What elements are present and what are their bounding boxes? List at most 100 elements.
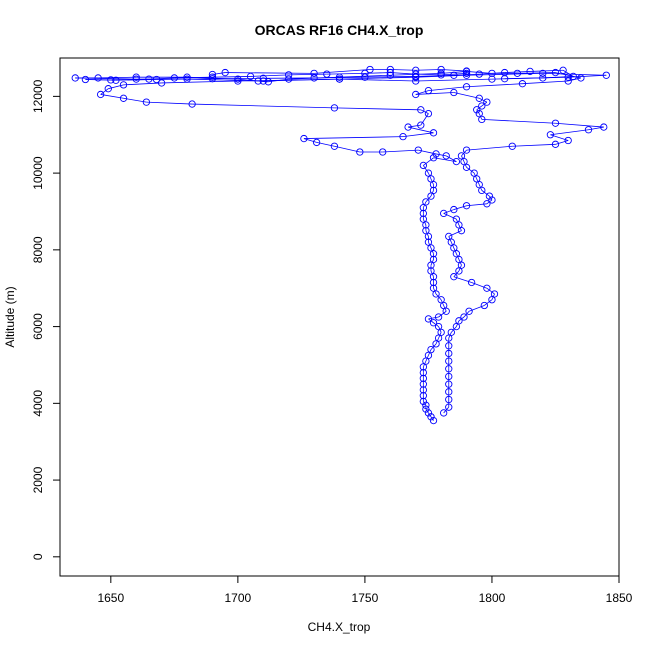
series-segment xyxy=(364,72,391,74)
data-point xyxy=(429,278,438,287)
data-point xyxy=(119,81,128,89)
data-point xyxy=(104,85,112,93)
data-point xyxy=(412,72,420,81)
data-point xyxy=(457,227,466,235)
series-segment xyxy=(339,78,416,82)
series-segment xyxy=(555,122,604,128)
series-segment xyxy=(453,92,480,99)
series-segment xyxy=(428,86,467,92)
data-point xyxy=(361,69,369,77)
series-segment xyxy=(390,72,416,75)
series-segment xyxy=(146,101,193,105)
series-segment xyxy=(446,155,457,162)
series-segment xyxy=(314,69,371,74)
series-segment xyxy=(326,72,365,75)
data-point xyxy=(246,72,255,81)
data-point xyxy=(424,409,433,417)
data-point xyxy=(483,200,491,208)
series-segment xyxy=(100,88,109,95)
data-point xyxy=(427,413,435,421)
plot-frame xyxy=(59,57,620,577)
series-segment xyxy=(382,149,419,153)
data-point xyxy=(335,75,344,83)
data-point xyxy=(429,319,438,327)
data-point xyxy=(429,129,438,137)
data-point xyxy=(465,307,473,315)
data-point xyxy=(442,152,450,160)
series-segment xyxy=(334,145,360,153)
data-point xyxy=(429,255,438,264)
data-point xyxy=(445,349,453,358)
data-point xyxy=(429,186,438,195)
series-segment xyxy=(504,71,531,73)
series-segment xyxy=(425,408,429,414)
y-tick-label: 10000 xyxy=(31,156,45,190)
series-segment xyxy=(192,103,335,109)
series-segment xyxy=(489,195,493,201)
data-point xyxy=(132,73,140,81)
data-point xyxy=(445,342,453,350)
data-point xyxy=(419,392,427,400)
series-segment xyxy=(100,94,124,99)
data-point xyxy=(427,345,435,354)
data-point xyxy=(483,284,491,292)
data-point xyxy=(361,73,369,81)
data-point xyxy=(518,80,527,88)
series-segment xyxy=(466,167,475,174)
series-segment xyxy=(435,153,447,157)
x-tick-label: 1850 xyxy=(606,591,633,605)
series-segment xyxy=(123,97,147,103)
series-segment xyxy=(415,73,442,76)
data-point xyxy=(488,196,496,204)
data-point xyxy=(424,169,433,177)
data-point xyxy=(419,374,427,383)
y-tick-label: 8000 xyxy=(31,236,45,263)
data-point xyxy=(119,94,128,102)
series-segment xyxy=(430,416,434,421)
data-point xyxy=(445,380,453,388)
data-point xyxy=(437,296,445,304)
data-point xyxy=(417,121,425,129)
data-point xyxy=(310,74,318,82)
series-segment xyxy=(156,78,213,80)
data-point xyxy=(422,198,430,206)
data-point xyxy=(412,90,420,99)
series-segment xyxy=(428,412,432,417)
series-segment xyxy=(123,82,162,86)
series-segment xyxy=(430,343,437,350)
series-segment xyxy=(415,92,454,95)
data-point xyxy=(602,71,610,79)
data-point xyxy=(234,77,242,85)
data-point xyxy=(462,67,471,75)
data-point xyxy=(356,148,364,156)
data-point xyxy=(445,357,453,365)
data-point xyxy=(412,70,420,78)
series-segment xyxy=(250,74,289,77)
series-segment xyxy=(288,73,327,76)
series-segment xyxy=(415,69,442,71)
data-point xyxy=(419,368,427,377)
data-point xyxy=(478,186,486,195)
series-segment xyxy=(339,76,416,80)
series-segment xyxy=(415,78,492,82)
series-segment xyxy=(425,195,432,203)
data-point xyxy=(221,68,229,77)
data-point xyxy=(208,75,217,83)
data-point xyxy=(208,70,217,79)
series-segment xyxy=(530,69,564,72)
chart-title: ORCAS RF16 CH4.X_trop xyxy=(255,22,424,38)
x-tick-label: 1650 xyxy=(97,591,124,605)
data-point xyxy=(424,315,433,323)
x-tick-label: 1800 xyxy=(479,591,506,605)
series-segment xyxy=(486,287,495,295)
data-point xyxy=(437,65,445,74)
series-segment xyxy=(517,72,556,74)
series-segment xyxy=(334,107,421,111)
data-point xyxy=(450,273,458,281)
series-segment xyxy=(108,84,124,90)
x-tick-label: 1750 xyxy=(352,591,379,605)
data-point xyxy=(234,75,242,83)
data-point xyxy=(440,209,448,218)
series-segment xyxy=(420,113,429,126)
